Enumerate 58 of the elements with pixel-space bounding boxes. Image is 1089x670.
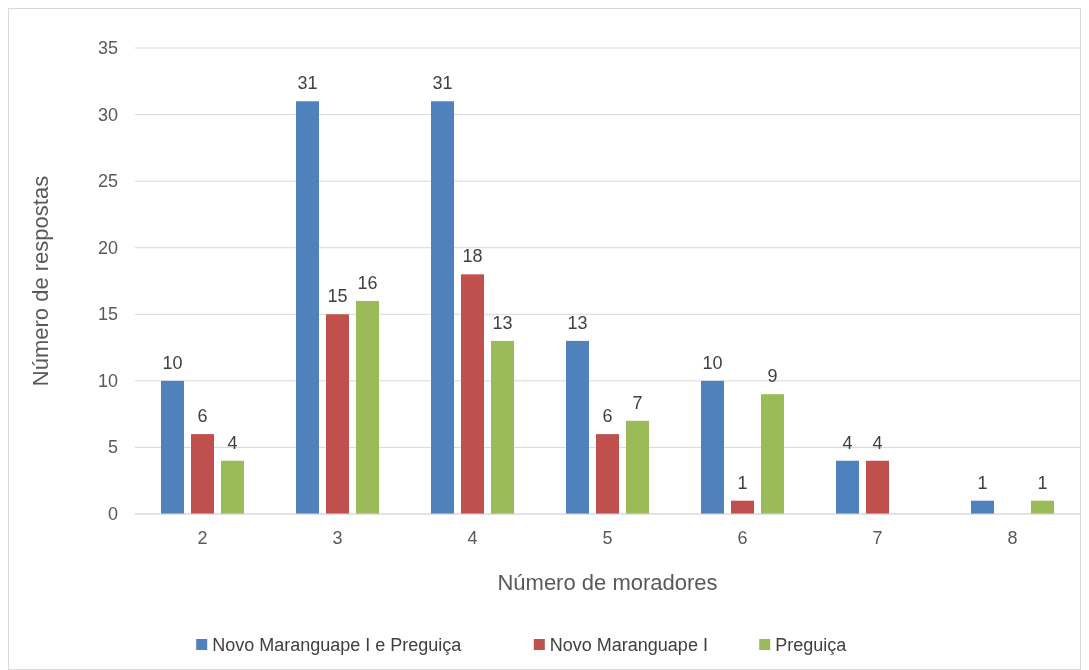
data-label: 31	[297, 73, 318, 94]
bar	[191, 434, 214, 514]
y-tick-label: 10	[97, 370, 118, 391]
data-label: 1	[737, 472, 748, 493]
y-tick-label: 30	[97, 104, 118, 125]
x-tick-label: 7	[872, 528, 883, 548]
bar	[161, 380, 184, 514]
x-tick-label: 5	[602, 528, 613, 548]
data-label: 9	[767, 366, 778, 387]
data-label: 16	[357, 272, 378, 293]
bar	[356, 300, 379, 514]
data-label: 6	[197, 406, 208, 427]
data-label: 6	[602, 406, 613, 427]
y-tick-label: 5	[107, 437, 118, 458]
y-tick-label: 35	[97, 38, 118, 58]
data-label: 15	[327, 286, 348, 307]
y-tick-label: 15	[97, 304, 118, 325]
bar	[971, 500, 994, 514]
data-label: 31	[432, 73, 453, 94]
bar	[596, 434, 619, 514]
data-label: 4	[227, 432, 238, 453]
data-label: 18	[462, 246, 483, 267]
x-tick-label: 2	[197, 528, 208, 548]
bar	[566, 340, 589, 514]
data-label: 13	[492, 312, 513, 333]
bar	[296, 101, 319, 514]
y-tick-label: 20	[97, 237, 118, 258]
y-tick-label: 0	[107, 504, 118, 524]
data-label: 13	[567, 312, 588, 333]
data-label: 1	[1037, 472, 1048, 493]
bar	[866, 460, 889, 514]
x-tick-label: 4	[467, 528, 478, 548]
bar	[761, 394, 784, 514]
bar	[461, 274, 484, 514]
data-label: 10	[702, 352, 723, 373]
bar	[836, 460, 859, 514]
y-tick-label: 25	[97, 171, 118, 192]
bar	[326, 314, 349, 514]
x-tick-label: 3	[332, 528, 343, 548]
data-label: 7	[632, 392, 643, 413]
bar	[701, 380, 724, 514]
legend-label: Preguiça	[775, 635, 848, 655]
legend-label: Novo Maranguape I e Preguiça	[212, 635, 463, 655]
bar	[1031, 500, 1054, 514]
bar	[731, 500, 754, 514]
x-tick-label: 8	[1007, 528, 1018, 548]
data-label: 4	[842, 432, 853, 453]
bar	[431, 101, 454, 514]
x-axis-title: Número de moradores	[497, 570, 718, 595]
data-label: 4	[872, 432, 883, 453]
bar	[626, 420, 649, 514]
x-tick-label: 6	[737, 528, 748, 548]
bar	[221, 460, 244, 514]
legend-label: Novo Maranguape I	[549, 635, 708, 655]
data-label: 1	[977, 472, 988, 493]
data-label: 10	[162, 352, 183, 373]
y-axis-title: Número de respostas	[28, 175, 53, 387]
bar	[491, 340, 514, 514]
